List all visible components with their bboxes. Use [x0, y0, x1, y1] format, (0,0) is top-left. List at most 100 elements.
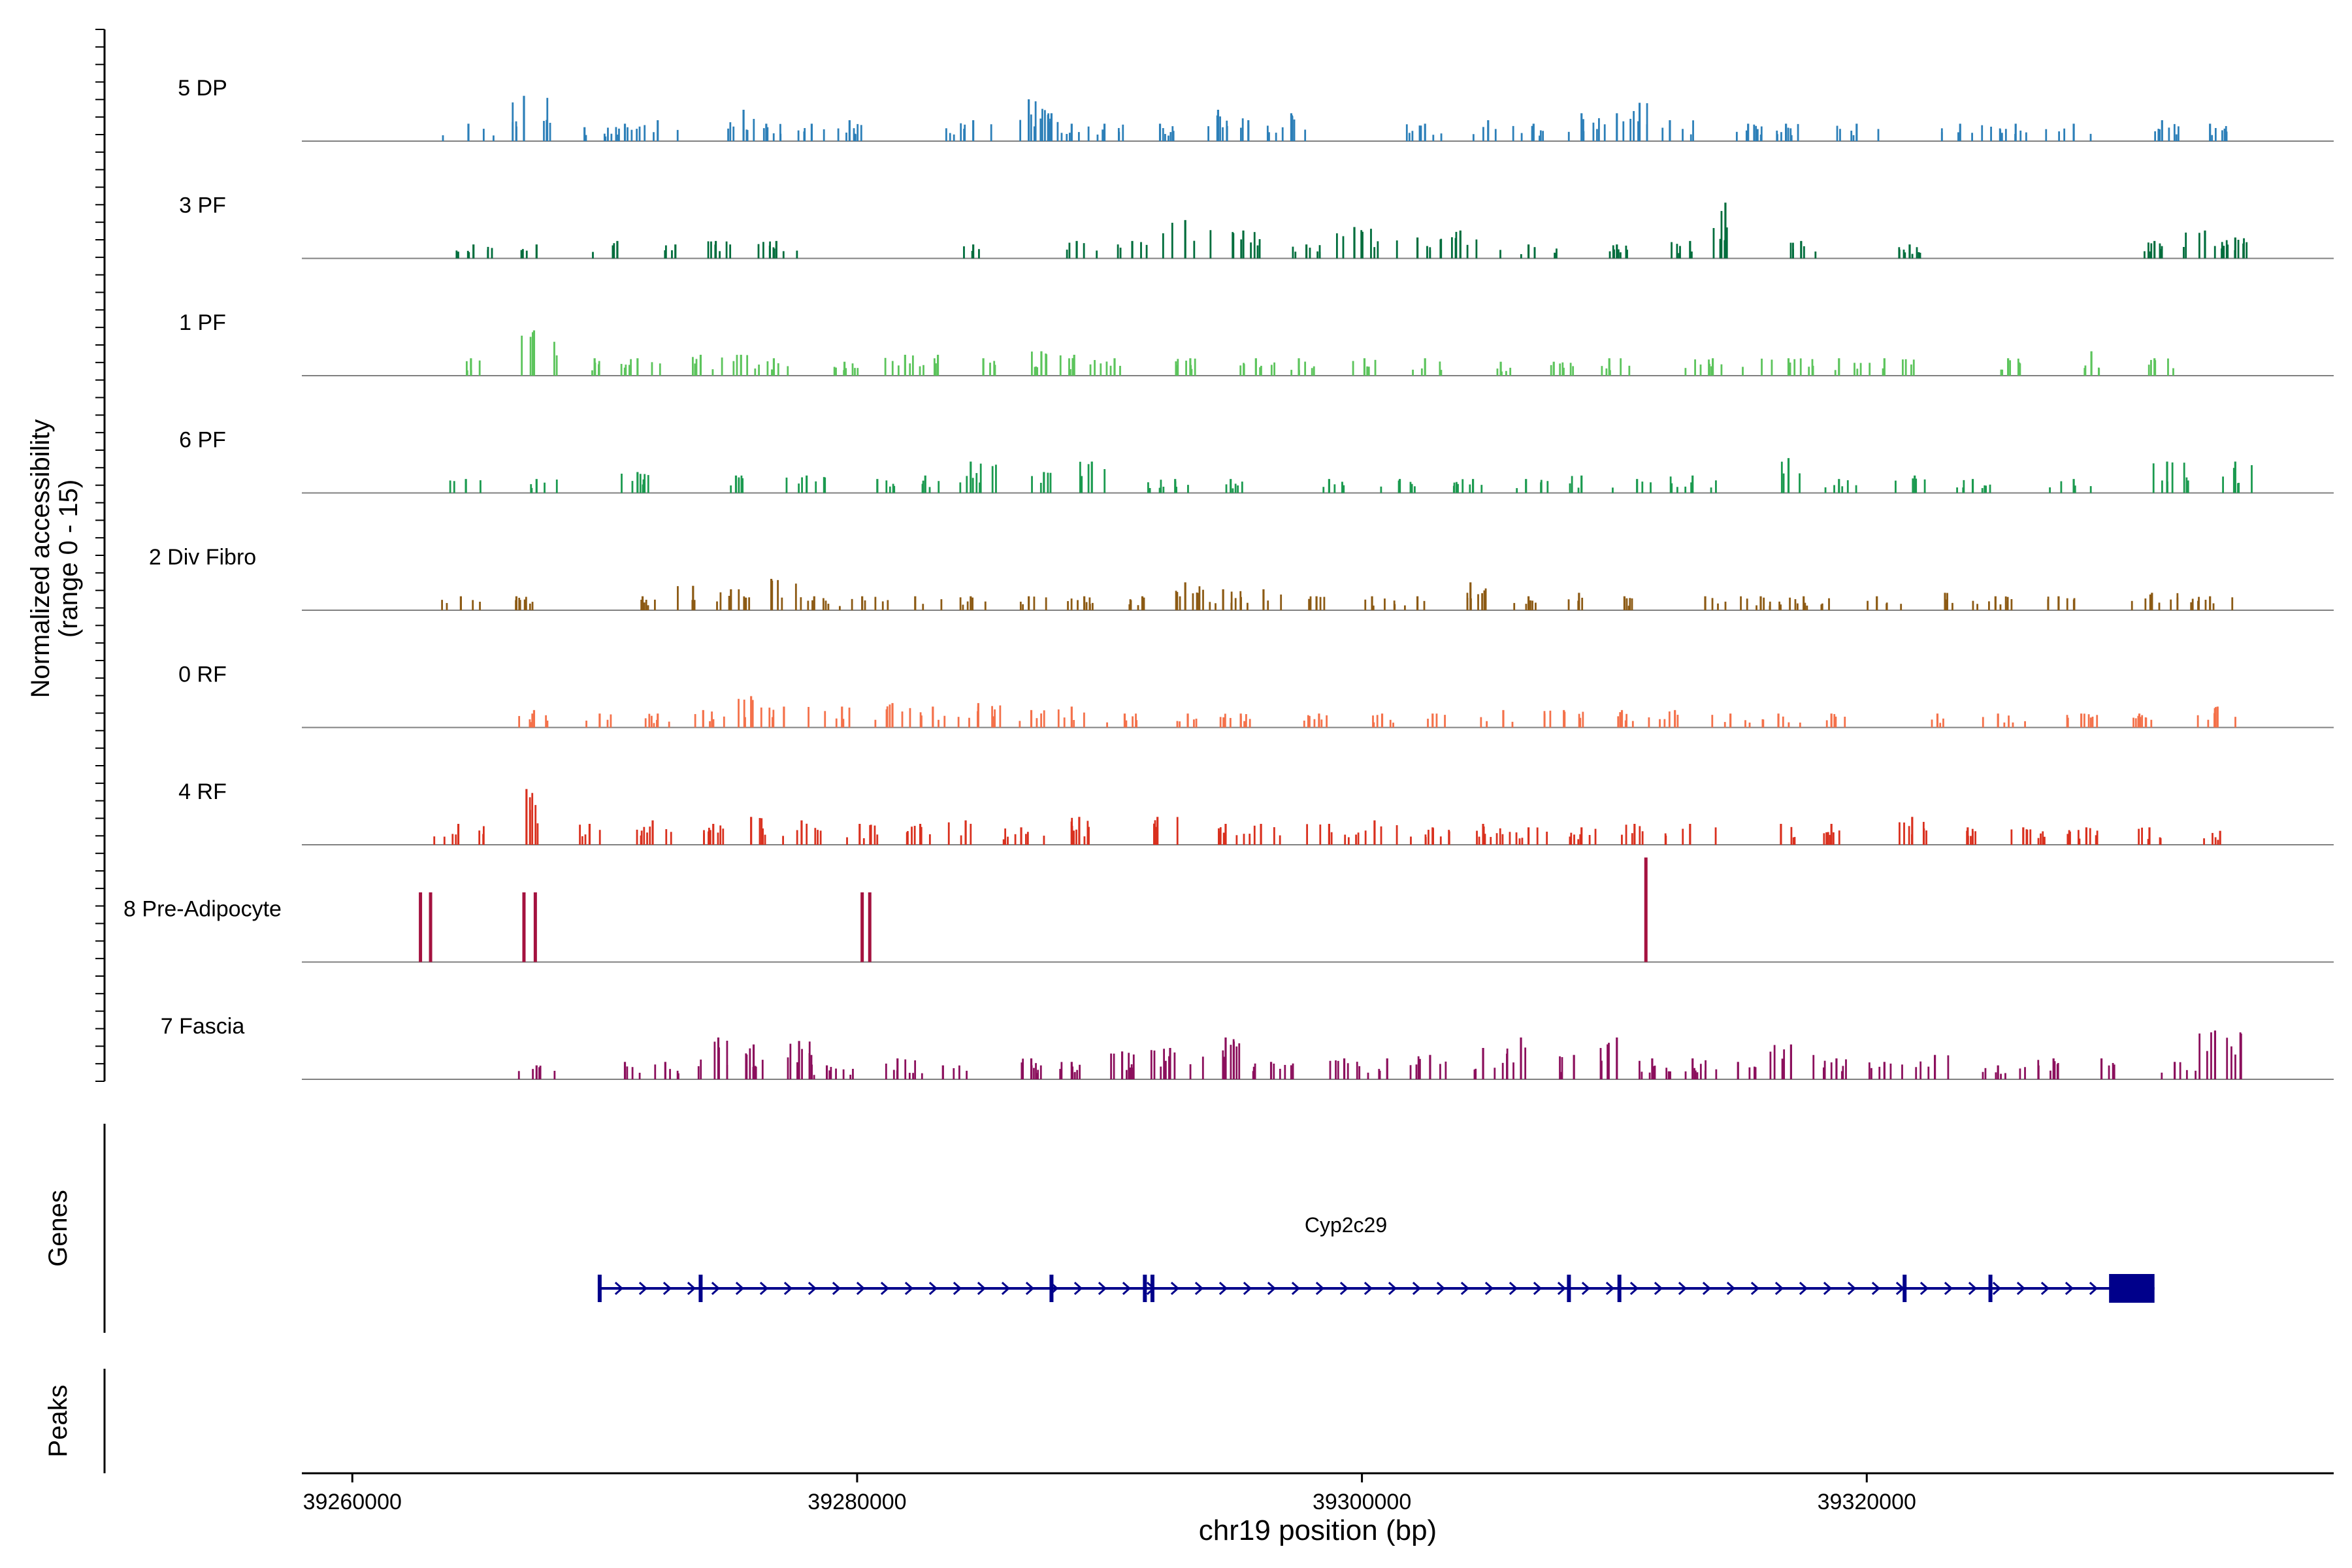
coverage-bar [1560, 1071, 1562, 1079]
coverage-bar [647, 605, 649, 610]
coverage-bar [2159, 243, 2161, 259]
coverage-peak [1835, 1058, 1838, 1079]
coverage-bar [835, 1068, 837, 1079]
coverage-bar [1646, 103, 1648, 141]
coverage-bar [1033, 596, 1036, 610]
coverage-bar [2234, 717, 2236, 728]
coverage-peak [1616, 1037, 1618, 1079]
coverage-bar [911, 826, 913, 845]
coverage-bar [1962, 487, 1965, 493]
coverage-peak [1030, 1058, 1033, 1079]
coverage-bar [1609, 251, 1611, 259]
coverage-bar [1543, 713, 1546, 728]
coverage-bar [1923, 479, 1926, 493]
coverage-bar [1539, 130, 1542, 141]
coverage-bar [966, 476, 968, 493]
coverage-bar [1984, 1068, 1987, 1079]
coverage-bar [1769, 606, 1771, 610]
coverage-bar [995, 465, 997, 493]
coverage-peak [588, 824, 591, 845]
coverage-bar [1692, 120, 1694, 141]
coverage-bar [782, 251, 785, 259]
coverage-bar [835, 367, 837, 376]
coverage-bar [2108, 1065, 2110, 1079]
coverage-bar [2185, 233, 2187, 259]
coverage-peak [1638, 103, 1641, 141]
coverage-bar [1628, 365, 1631, 376]
coverage-bar [1222, 1050, 1224, 1079]
coverage-bar [512, 122, 514, 141]
coverage-bar [1827, 832, 1829, 845]
coverage-bar [2078, 838, 2081, 845]
coverage-bar [1070, 821, 1073, 845]
coverage-peak [1224, 1037, 1227, 1079]
track-label: 0 RF [178, 662, 227, 687]
coverage-bar [1185, 361, 1187, 376]
coverage-bar [466, 250, 469, 259]
coverage-peak [1780, 824, 1782, 845]
coverage-bar [1113, 1053, 1115, 1079]
coverage-bar [1222, 717, 1225, 728]
coverage-peak [2072, 479, 2075, 493]
coverage-bar [1513, 602, 1516, 610]
coverage-bar [854, 368, 856, 376]
coverage-peak [1787, 458, 1790, 493]
coverage-peak [1502, 710, 1505, 728]
coverage-bar [1511, 721, 1514, 728]
coverage-bar [1629, 118, 1632, 141]
coverage-bar [1637, 121, 1639, 141]
coverage-bar [646, 832, 648, 845]
coverage-bar [1970, 836, 1972, 845]
coverage-peak [1158, 123, 1162, 141]
coverage-bar [1290, 1065, 1292, 1079]
coverage-peak [1936, 713, 1939, 728]
tracks-group: 5 DP 3 PF 1 PF 6 PF 2 Div Fibro 0 RF 4 RF 8 Pre… [123, 76, 2334, 1080]
coverage-bar [2008, 715, 2010, 728]
coverage-peak [1416, 596, 1419, 610]
coverage-bar [1790, 135, 1793, 141]
coverage-peak [1254, 358, 1257, 376]
coverage-bar [1070, 598, 1073, 610]
coverage-bar [975, 473, 978, 493]
coverage-bar [1462, 479, 1464, 493]
coverage-bar [1223, 1056, 1226, 1079]
coverage-peak [636, 472, 639, 493]
coverage-bar [1341, 482, 1343, 493]
coverage-bar [1376, 715, 1379, 728]
coverage-bar [1720, 364, 1723, 376]
coverage-bar [1859, 363, 1862, 376]
gene-exon [1617, 1275, 1622, 1302]
coverage-peak [1997, 1065, 1999, 1079]
coverage-bar [773, 248, 776, 259]
coverage-peak [1908, 244, 1911, 259]
coverage-bar [1109, 365, 1112, 376]
coverage-bar [824, 711, 826, 728]
coverage-bar [1060, 1062, 1063, 1079]
coverage-bar [1426, 246, 1428, 259]
coverage-bar [2206, 1051, 2208, 1079]
coverage-bar [1270, 365, 1273, 376]
track-label: 2 Div Fibro [149, 545, 256, 570]
coverage-bar [531, 792, 534, 845]
coverage-peak [712, 824, 715, 845]
coverage-bar [1132, 1054, 1135, 1079]
coverage-bar [1043, 110, 1046, 141]
coverage-peak [1712, 358, 1714, 376]
coverage-bar [1439, 1064, 1441, 1079]
coverage-bar [1068, 133, 1071, 141]
coverage-bar [1476, 830, 1478, 845]
track-label: 6 PF [179, 428, 226, 453]
coverage-bar [1720, 210, 1723, 259]
coverage-bar [853, 128, 855, 141]
coverage-bar [1806, 605, 1808, 610]
coverage-bar [801, 477, 803, 493]
coverage-bar [1760, 126, 1763, 141]
coverage-bar [1925, 830, 1927, 845]
coverage-bar [598, 830, 601, 845]
coverage-bar [1413, 486, 1416, 493]
coverage-peak [1242, 230, 1245, 259]
coverage-peak [1070, 706, 1073, 728]
coverage-bar [1712, 228, 1715, 259]
coverage-bar [1066, 134, 1068, 141]
coverage-peak [1174, 479, 1177, 493]
